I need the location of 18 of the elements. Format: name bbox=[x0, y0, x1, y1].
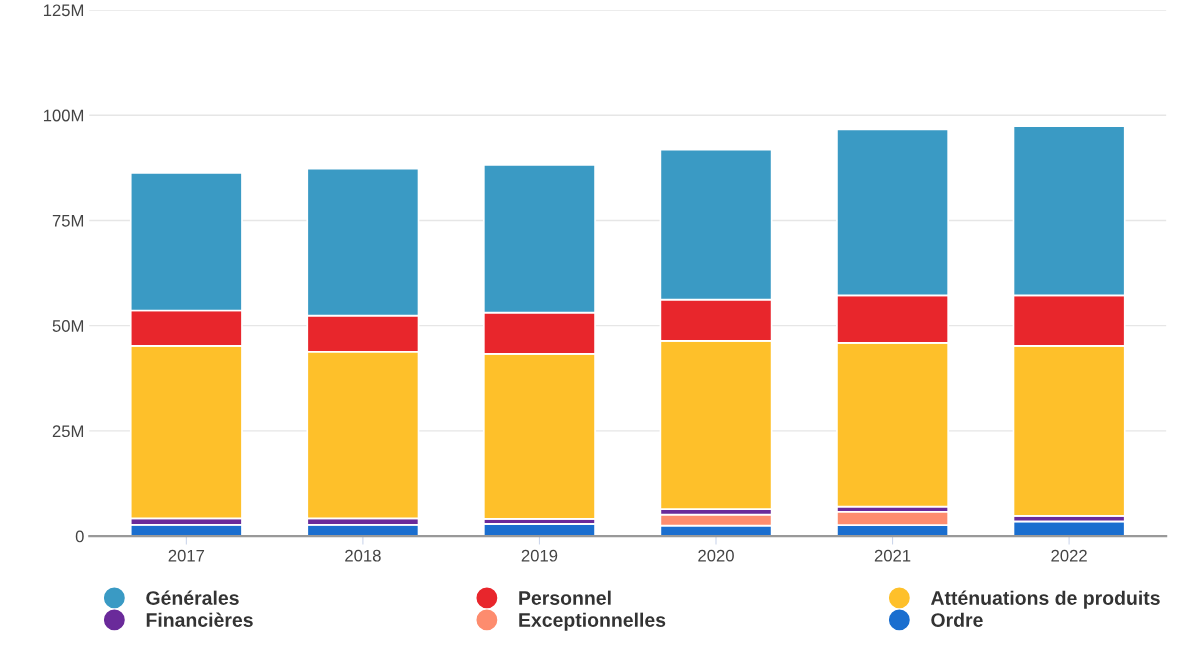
y-tick-label: 25M bbox=[52, 425, 84, 438]
legend-label: Personnel bbox=[519, 590, 611, 605]
legend-label: Financières bbox=[146, 612, 253, 627]
y-tick-label: 0 bbox=[75, 530, 84, 543]
x-tick-label: 2017 bbox=[168, 549, 205, 562]
x-tick-label: 2018 bbox=[345, 549, 381, 562]
y-tick-label: 125M bbox=[43, 4, 84, 17]
x-tick-label: 2021 bbox=[874, 549, 911, 562]
legend-label: Ordre bbox=[931, 612, 983, 627]
x-tick-label: 2019 bbox=[521, 549, 558, 562]
x-tick-label: 2022 bbox=[1051, 549, 1087, 562]
y-tick-label: 100M bbox=[43, 109, 84, 122]
y-tick-label: 50M bbox=[52, 320, 84, 332]
x-tick-label: 2020 bbox=[698, 549, 734, 562]
y-tick-label: 75M bbox=[52, 215, 84, 227]
legend-label: Générales bbox=[146, 590, 239, 605]
legend-label: Atténuations de produits bbox=[930, 590, 1160, 609]
legend-label: Exceptionnelles bbox=[519, 612, 666, 631]
